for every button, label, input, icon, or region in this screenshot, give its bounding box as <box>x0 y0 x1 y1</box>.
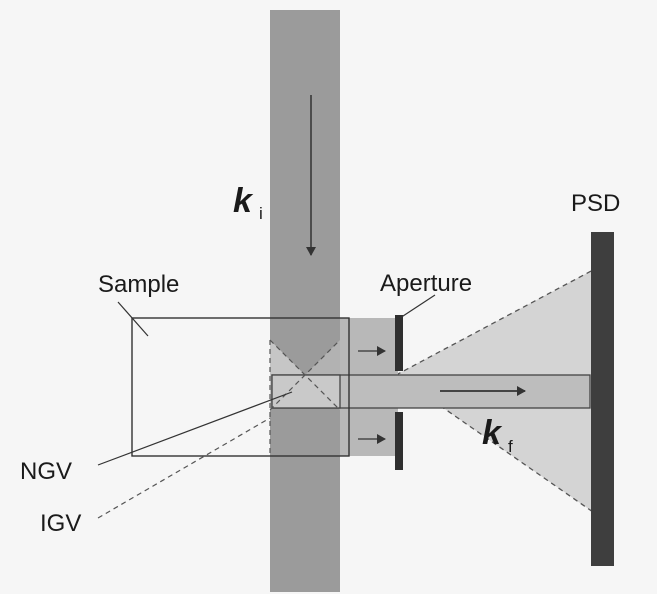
aperture-label: Aperture <box>380 270 472 297</box>
sample-leader-line <box>117 301 149 337</box>
ngv-box <box>271 374 341 409</box>
sample-label: Sample <box>98 271 179 298</box>
igv-edge-2 <box>269 339 341 411</box>
cone-edge-upper <box>395 269 594 376</box>
psd-detector <box>591 232 614 566</box>
ki-symbol: k <box>233 182 254 220</box>
psd-label: PSD <box>571 190 620 217</box>
ki-subscript: i <box>259 204 263 223</box>
sample-box <box>131 317 350 457</box>
kf-subscript: f <box>508 437 513 456</box>
kf-symbol: k <box>482 414 503 452</box>
aperture-leader-line <box>399 294 436 319</box>
incident-beam <box>270 10 340 592</box>
ngv-leader-line <box>97 391 293 466</box>
ngv-label: NGV <box>20 458 72 485</box>
igv-label: IGV <box>40 510 81 537</box>
igv-leader-line <box>97 417 271 519</box>
aperture-upper <box>395 315 403 371</box>
aperture-lower <box>395 412 403 470</box>
